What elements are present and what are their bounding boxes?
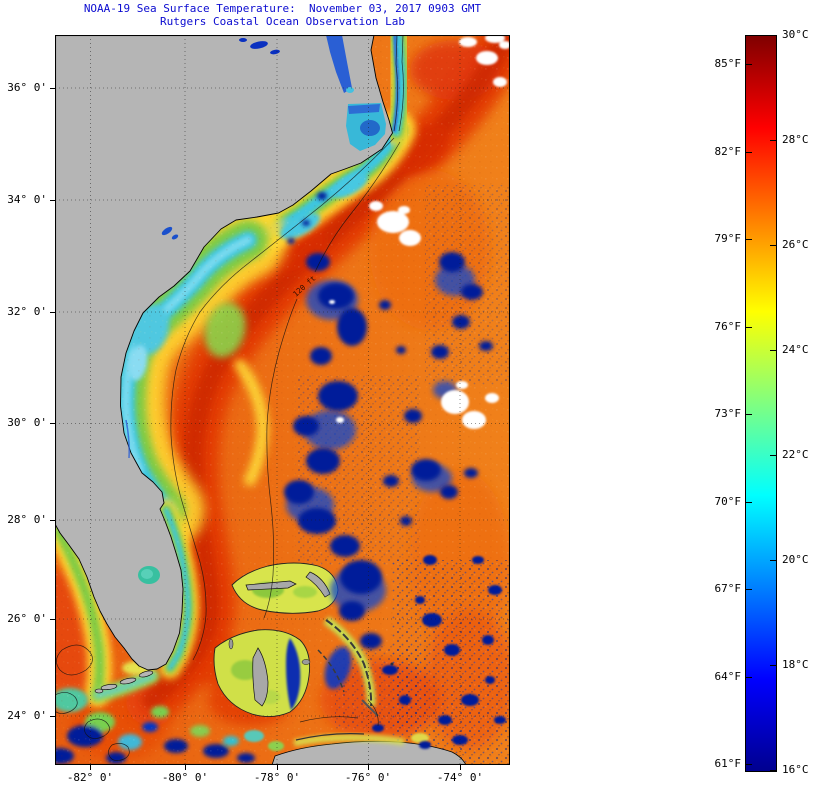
y-axis-tick-mark: [50, 200, 55, 201]
x-axis-tick-label: -74° 0': [436, 771, 484, 784]
colorbar-fahrenheit-label: 67°F: [714, 582, 742, 595]
cloud-mask-patches: [329, 35, 510, 429]
colorbar-fahrenheit-tick-mark: [746, 327, 752, 328]
colorbar-fahrenheit-label: 61°F: [714, 757, 742, 770]
x-axis-tick-mark: [368, 765, 369, 770]
y-axis-tick-label: 36° 0': [7, 81, 47, 94]
x-axis-tick-label: -80° 0': [161, 771, 209, 784]
colorbar-fahrenheit-label: 76°F: [714, 320, 742, 333]
colorbar-fahrenheit-label: 79°F: [714, 232, 742, 245]
colorbar-celsius-label: 20°C: [782, 553, 809, 566]
cuba-land: [244, 730, 467, 765]
florida-keys: [94, 670, 154, 694]
x-axis-tick-mark: [460, 765, 461, 770]
colorbar-fahrenheit-tick-mark: [746, 764, 752, 765]
colorbar-celsius-tick-mark: [770, 770, 776, 771]
colorbar-gradient: [745, 35, 777, 772]
land-mass: [55, 35, 393, 694]
y-axis-tick-label: 28° 0': [7, 513, 47, 526]
y-axis-tick-label: 32° 0': [7, 305, 47, 318]
bahamas-banks: [213, 562, 394, 717]
map-title: NOAA-19 Sea Surface Temperature: Novembe…: [55, 2, 510, 28]
inland-water: [125, 35, 386, 584]
colorbar-celsius-tick-mark: [770, 665, 776, 666]
colorbar-fahrenheit-tick-mark: [746, 677, 752, 678]
cold-speckle-dots: [372, 555, 506, 749]
colorbar-celsius-label: 26°C: [782, 238, 809, 251]
cold-cloud-patches: [284, 192, 493, 649]
y-axis-tick-mark: [50, 312, 55, 313]
colorbar-celsius-label: 18°C: [782, 658, 809, 671]
colorbar-celsius-label: 30°C: [782, 28, 809, 41]
colorbar-fahrenheit-tick-mark: [746, 414, 752, 415]
colorbar-fahrenheit-label: 73°F: [714, 407, 742, 420]
colorbar-fahrenheit-label: 82°F: [714, 145, 742, 158]
x-axis-tick-label: -76° 0': [344, 771, 392, 784]
colorbar-celsius-tick-mark: [770, 560, 776, 561]
map-frame: 120 ft: [55, 35, 510, 765]
sst-map-image: 120 ft: [55, 35, 510, 765]
colorbar-fahrenheit-tick-mark: [746, 64, 752, 65]
colorbar-celsius-label: 28°C: [782, 133, 809, 146]
x-axis-tick-mark: [277, 765, 278, 770]
y-axis-tick-mark: [50, 716, 55, 717]
colorbar-celsius-label: 16°C: [782, 763, 809, 776]
cold-patch-halos: [286, 264, 475, 612]
cold-speckle-regions: [295, 185, 510, 765]
colorbar-fahrenheit-tick-mark: [746, 152, 752, 153]
map-title-line1: NOAA-19 Sea Surface Temperature: Novembe…: [83, 2, 482, 15]
colorbar-fahrenheit-label: 64°F: [714, 670, 742, 683]
x-axis-tick-label: -78° 0': [253, 771, 301, 784]
axes-border: [55, 35, 510, 765]
colorbar-fahrenheit-label: 70°F: [714, 495, 742, 508]
colorbar-fahrenheit-tick-mark: [746, 589, 752, 590]
y-axis-tick-mark: [50, 520, 55, 521]
y-axis-tick-label: 26° 0': [7, 612, 47, 625]
colorbar-fahrenheit-label: 85°F: [714, 57, 742, 70]
x-axis-tick-mark: [90, 765, 91, 770]
colorbar-celsius-tick-mark: [770, 140, 776, 141]
colorbar-celsius-tick-mark: [770, 455, 776, 456]
y-axis-tick-mark: [50, 619, 55, 620]
colorbar-celsius-label: 22°C: [782, 448, 809, 461]
x-axis-tick-label: -82° 0': [66, 771, 114, 784]
graticule: [55, 35, 510, 765]
y-axis-tick-label: 30° 0': [7, 416, 47, 429]
y-axis-tick-mark: [50, 423, 55, 424]
colorbar-celsius-tick-mark: [770, 35, 776, 36]
y-axis-tick-label: 24° 0': [7, 709, 47, 722]
colorbar-celsius-tick-mark: [770, 245, 776, 246]
y-axis-tick-label: 34° 0': [7, 193, 47, 206]
y-axis-tick-mark: [50, 88, 55, 89]
x-axis-tick-mark: [185, 765, 186, 770]
colorbar-fahrenheit-tick-mark: [746, 239, 752, 240]
colorbar-celsius-label: 24°C: [782, 343, 809, 356]
colorbar-fahrenheit-tick-mark: [746, 502, 752, 503]
colorbar-celsius-tick-mark: [770, 350, 776, 351]
map-title-line2: Rutgers Coastal Ocean Observation Lab: [159, 15, 406, 28]
